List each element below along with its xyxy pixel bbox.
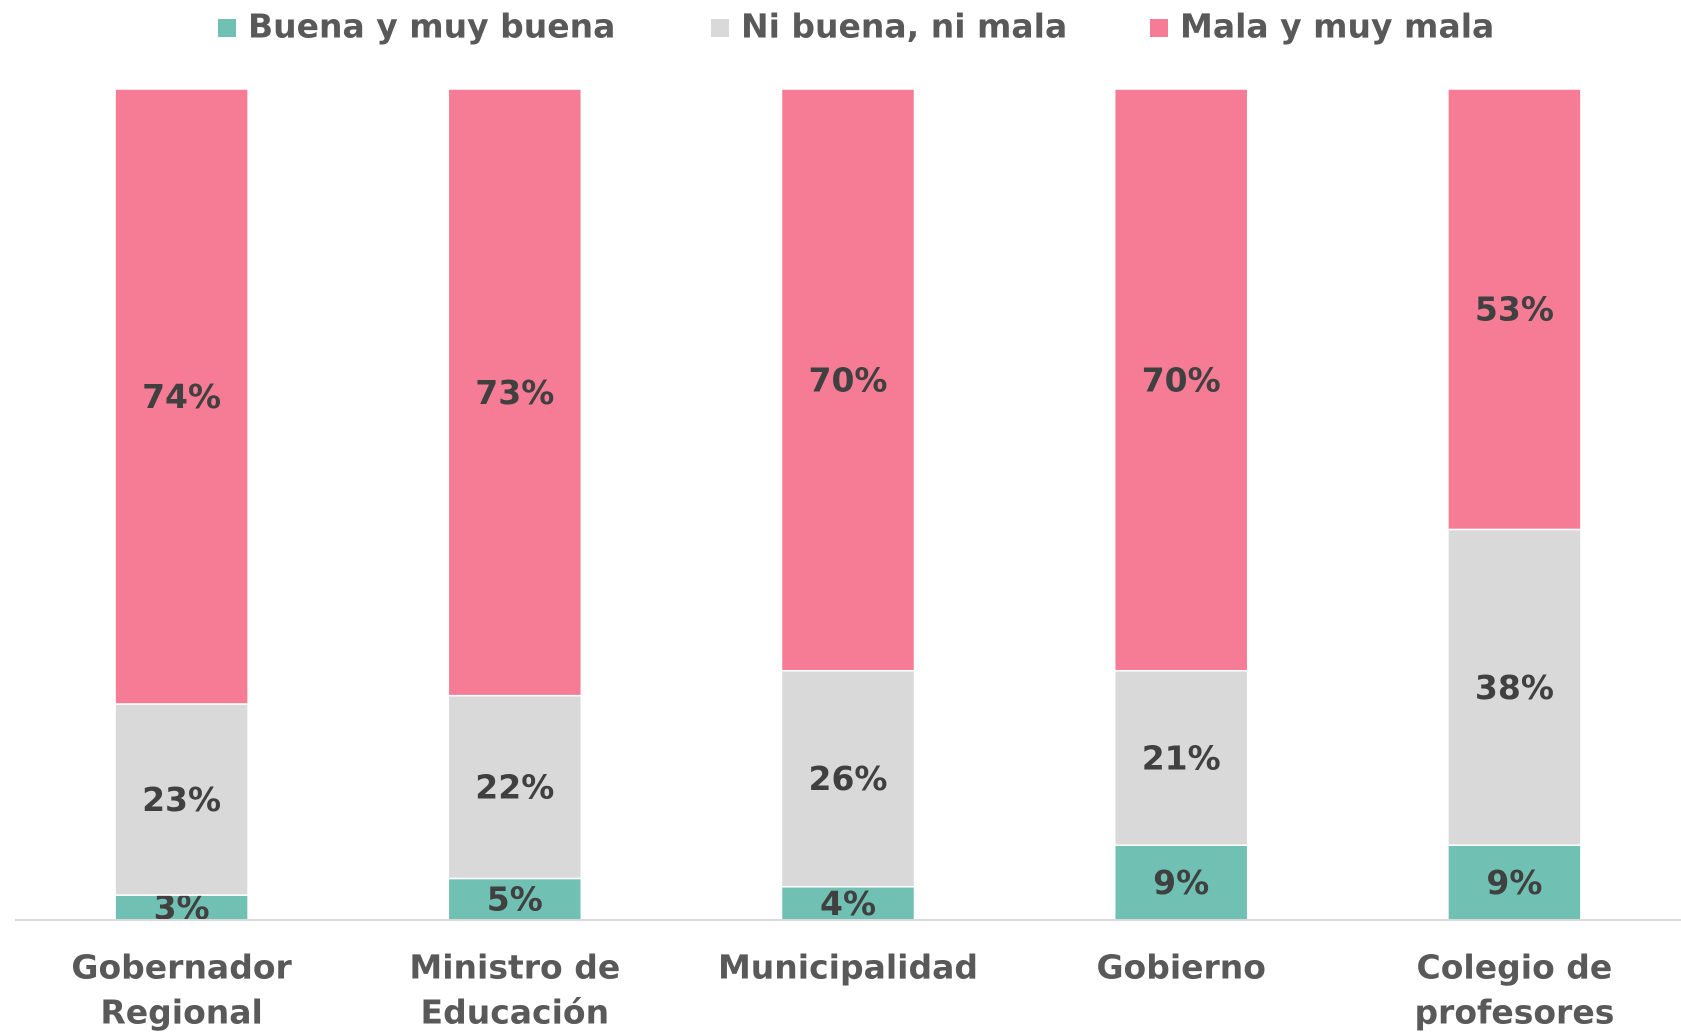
data-label: 21% [1142,738,1221,777]
data-label: 70% [1142,360,1221,399]
bar-segment [1447,844,1582,921]
x-tick-label: Educación [421,993,610,1032]
bar-segment [447,88,583,697]
x-tick-label: Regional [100,993,262,1032]
legend-label: Mala y muy mala [1180,7,1494,46]
data-label: 4% [820,884,876,923]
bar-segment [780,669,916,888]
data-label: 74% [142,377,221,416]
x-tick-label: Municipalidad [718,948,978,987]
bar-segment [780,886,916,921]
bar-segment [114,88,249,705]
data-label: 53% [1475,290,1554,329]
data-label: 5% [487,880,543,919]
bar-segment [114,894,249,921]
bar-segment [1447,88,1582,531]
data-label: 38% [1475,668,1554,707]
data-label: 26% [809,759,888,798]
data-label: 70% [809,360,888,399]
data-label: 73% [475,373,554,412]
bar-segment [1447,528,1582,846]
data-label: 9% [1486,863,1542,902]
legend-swatch [711,19,729,37]
data-label: 9% [1153,863,1209,902]
data-label: 23% [142,780,221,819]
x-tick-label: Gobierno [1096,948,1266,987]
bar-segment [1113,88,1249,672]
x-tick-label: Ministro de [409,948,620,987]
bar-segment [780,88,916,672]
legend-swatch [218,19,236,37]
legend-label: Buena y muy buena [248,7,615,46]
x-tick-label: Gobernador [71,948,292,987]
x-tick-label: Colegio de [1417,948,1613,987]
data-label: 22% [475,768,554,807]
bar-segment [1113,669,1249,846]
legend-swatch [1150,19,1168,37]
legend-label: Ni buena, ni mala [741,7,1067,46]
bar-segment [447,694,583,880]
x-tick-label: profesores [1414,993,1614,1032]
